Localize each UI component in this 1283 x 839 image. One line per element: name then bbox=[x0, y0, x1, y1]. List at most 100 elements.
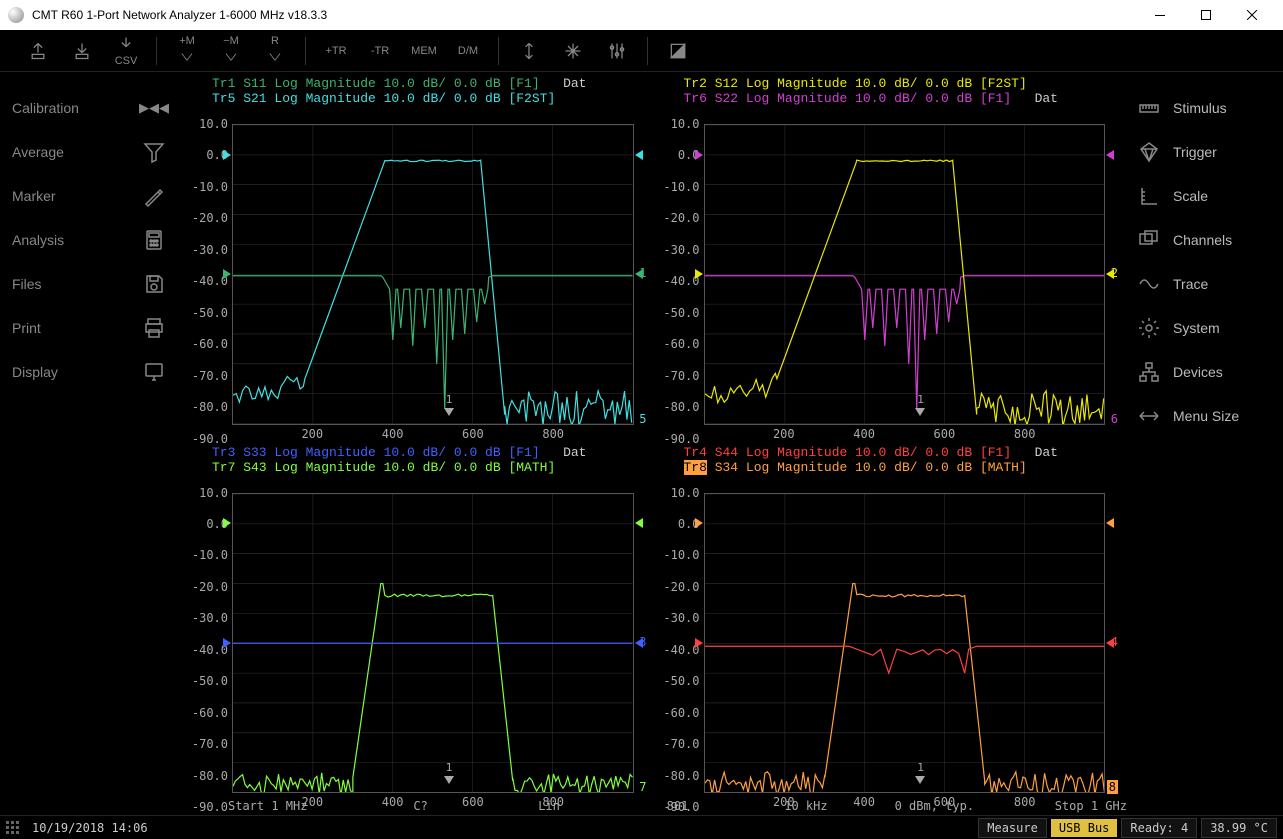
plot-4[interactable]: Tr4 S44 Log Magnitude 10.0 dB/ 0.0 dB [F… bbox=[654, 445, 1124, 812]
plot-header: Tr1 S11 Log Magnitude 10.0 dB/ 0.0 dB [F… bbox=[182, 76, 652, 106]
wave-icon bbox=[1137, 272, 1161, 296]
statusbar: 10/19/2018 14:06 Measure USB Bus Ready: … bbox=[0, 815, 1283, 839]
ref-indicator-right-2 bbox=[635, 150, 643, 160]
datetime: 10/19/2018 14:06 bbox=[32, 821, 148, 835]
trace-svg bbox=[233, 125, 633, 424]
marker-label: 1 bbox=[446, 761, 453, 774]
trace-svg bbox=[705, 125, 1105, 424]
main-area: Calibration ▶◀◀ Average Marker Analysis … bbox=[0, 72, 1283, 815]
right-item-trace[interactable]: Trace bbox=[1137, 262, 1273, 306]
updown-button[interactable] bbox=[511, 33, 547, 69]
diamond-icon bbox=[1137, 140, 1161, 164]
printer-icon bbox=[142, 316, 166, 340]
plot-canvas[interactable]: 371 bbox=[232, 493, 634, 794]
network-icon bbox=[1137, 360, 1161, 384]
status-temp: 38.99 °C bbox=[1201, 818, 1277, 838]
left-item-files[interactable]: Files bbox=[12, 262, 166, 306]
right-item-stimulus[interactable]: Stimulus bbox=[1137, 86, 1273, 130]
ref-indicator-left-2 bbox=[223, 150, 231, 160]
trace-number: 3 bbox=[639, 635, 646, 649]
left-item-average[interactable]: Average bbox=[12, 130, 166, 174]
ref-indicator-right-2 bbox=[635, 518, 643, 528]
marker-indicator[interactable] bbox=[915, 408, 925, 416]
x-axis-labels: 200400600800 bbox=[232, 427, 634, 443]
right-item-menu-size[interactable]: Menu Size bbox=[1137, 394, 1273, 438]
ref-indicator-right-2 bbox=[1106, 518, 1114, 528]
ref-indicator-left bbox=[695, 638, 703, 648]
export-up-button[interactable] bbox=[20, 33, 56, 69]
status-ready: Ready: 4 bbox=[1121, 818, 1197, 838]
trace-number: 2 bbox=[1111, 266, 1118, 280]
monitor-icon bbox=[142, 360, 166, 384]
right-item-devices[interactable]: Devices bbox=[1137, 350, 1273, 394]
window-title: CMT R60 1-Port Network Analyzer 1-6000 M… bbox=[32, 8, 1137, 22]
plus-m-button[interactable]: +M bbox=[169, 33, 205, 69]
points: 801 bbox=[613, 799, 741, 815]
ref-indicator-left bbox=[695, 269, 703, 279]
dm-button[interactable]: D/M bbox=[450, 33, 486, 69]
pencil-icon bbox=[142, 184, 166, 208]
plus-tr-button[interactable]: +TR bbox=[318, 33, 354, 69]
cal-status: C? bbox=[356, 799, 484, 815]
right-item-channels[interactable]: Channels bbox=[1137, 218, 1273, 262]
plot-2[interactable]: Tr2 S12 Log Magnitude 10.0 dB/ 0.0 dB [F… bbox=[654, 76, 1124, 443]
plot-canvas[interactable]: 151 bbox=[232, 124, 634, 425]
trace-number: 4 bbox=[1111, 635, 1118, 649]
ref-indicator-left-2 bbox=[223, 518, 231, 528]
marker-indicator[interactable] bbox=[915, 776, 925, 784]
trace-number: 5 bbox=[639, 412, 646, 426]
plot-1[interactable]: Tr1 S11 Log Magnitude 10.0 dB/ 0.0 dB [F… bbox=[182, 76, 652, 443]
left-item-print[interactable]: Print bbox=[12, 306, 166, 350]
sweep-type: Lin bbox=[485, 799, 613, 815]
minimize-button[interactable] bbox=[1137, 0, 1183, 30]
plot-header: Tr2 S12 Log Magnitude 10.0 dB/ 0.0 dB [F… bbox=[654, 76, 1124, 106]
left-item-calibration[interactable]: Calibration ▶◀◀ bbox=[12, 86, 166, 130]
trace-number: 1 bbox=[639, 266, 646, 280]
marker-indicator[interactable] bbox=[444, 408, 454, 416]
power: 0 dBm, typ. bbox=[870, 799, 998, 815]
maximize-button[interactable] bbox=[1183, 0, 1229, 30]
right-menu: Stimulus Trigger Scale Channels Trace Sy… bbox=[1127, 72, 1283, 815]
trace-number: 8 bbox=[1107, 780, 1118, 794]
plot-grid: Tr1 S11 Log Magnitude 10.0 dB/ 0.0 dB [F… bbox=[178, 72, 1127, 815]
resize-icon bbox=[1137, 404, 1161, 428]
snowflake-button[interactable] bbox=[555, 33, 591, 69]
left-menu: Calibration ▶◀◀ Average Marker Analysis … bbox=[0, 72, 178, 815]
grip-icon[interactable] bbox=[6, 821, 24, 834]
ref-indicator-left-2 bbox=[695, 518, 703, 528]
csv-button[interactable]: CSV bbox=[108, 33, 144, 69]
right-item-scale[interactable]: Scale bbox=[1137, 174, 1273, 218]
right-item-trigger[interactable]: Trigger bbox=[1137, 130, 1273, 174]
left-item-marker[interactable]: Marker bbox=[12, 174, 166, 218]
bottom-info-bar: Start 1 MHz C? Lin 801 10 kHz 0 dBm, typ… bbox=[228, 799, 1127, 815]
stop-freq: Stop 1 GHz bbox=[999, 799, 1127, 815]
minus-m-button[interactable]: −M bbox=[213, 33, 249, 69]
left-item-display[interactable]: Display bbox=[12, 350, 166, 394]
marker-label: 1 bbox=[446, 393, 453, 406]
plot-canvas[interactable]: 261 bbox=[704, 124, 1106, 425]
plot-3[interactable]: Tr3 S33 Log Magnitude 10.0 dB/ 0.0 dB [F… bbox=[182, 445, 652, 812]
ref-indicator-left bbox=[223, 269, 231, 279]
trace-number: 6 bbox=[1111, 412, 1118, 426]
save-icon bbox=[142, 272, 166, 296]
marker-indicator[interactable] bbox=[444, 776, 454, 784]
r-button[interactable]: R bbox=[257, 33, 293, 69]
toolbar: CSV +M −M R +TR -TR MEM D/M bbox=[0, 30, 1283, 72]
plot-canvas[interactable]: 481 bbox=[704, 493, 1106, 794]
right-item-system[interactable]: System bbox=[1137, 306, 1273, 350]
close-button[interactable] bbox=[1229, 0, 1275, 30]
ref-indicator-right-2 bbox=[1106, 150, 1114, 160]
sliders-button[interactable] bbox=[599, 33, 635, 69]
contrast-button[interactable] bbox=[660, 33, 696, 69]
left-item-analysis[interactable]: Analysis bbox=[12, 218, 166, 262]
mem-button[interactable]: MEM bbox=[406, 33, 442, 69]
ruler-icon bbox=[1137, 96, 1161, 120]
minus-tr-button[interactable]: -TR bbox=[362, 33, 398, 69]
trace-svg bbox=[233, 494, 633, 793]
import-down-button[interactable] bbox=[64, 33, 100, 69]
ref-indicator-left-2 bbox=[695, 150, 703, 160]
start-freq: Start 1 MHz bbox=[228, 799, 356, 815]
app-icon bbox=[8, 7, 24, 23]
windows-icon bbox=[1137, 228, 1161, 252]
marker-label: 1 bbox=[917, 761, 924, 774]
